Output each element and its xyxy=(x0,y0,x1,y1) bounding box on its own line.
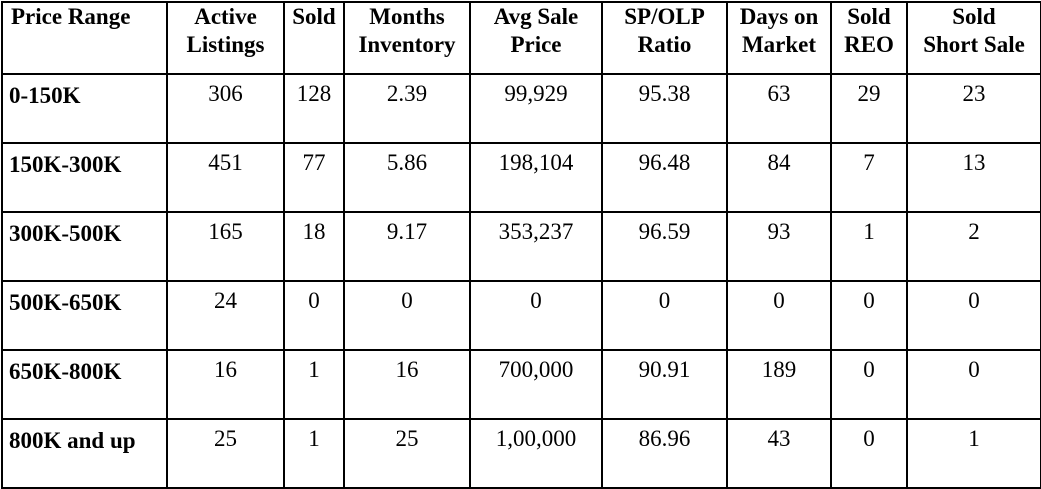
days-on-market-cell: 189 xyxy=(726,349,832,420)
sold-cell: 128 xyxy=(283,73,345,144)
days-on-market-cell: 93 xyxy=(726,211,832,282)
header-price-range: Price Range xyxy=(1,1,168,75)
months-inventory-cell: 16 xyxy=(343,349,471,420)
sp-olp-ratio-cell: 0 xyxy=(601,280,728,351)
header-avg-sale-price: Avg Sale Price xyxy=(469,1,603,75)
sp-olp-ratio-cell: 96.48 xyxy=(601,142,728,213)
table-row: 150K-300K 451 77 5.86 198,104 96.48 84 7… xyxy=(1,142,1041,213)
months-inventory-cell: 5.86 xyxy=(343,142,471,213)
days-on-market-cell: 63 xyxy=(726,73,832,144)
days-on-market-cell: 0 xyxy=(726,280,832,351)
header-active-listings: Active Listings xyxy=(166,1,285,75)
header-sold: Sold xyxy=(283,1,345,75)
avg-sale-price-cell: 353,237 xyxy=(469,211,603,282)
months-inventory-cell: 0 xyxy=(343,280,471,351)
active-listings-cell: 25 xyxy=(166,418,285,489)
days-on-market-cell: 43 xyxy=(726,418,832,489)
sp-olp-ratio-cell: 95.38 xyxy=(601,73,728,144)
price-range-cell: 650K-800K xyxy=(1,349,168,420)
sold-cell: 77 xyxy=(283,142,345,213)
months-inventory-cell: 25 xyxy=(343,418,471,489)
avg-sale-price-cell: 0 xyxy=(469,280,603,351)
table-row: 300K-500K 165 18 9.17 353,237 96.59 93 1… xyxy=(1,211,1041,282)
sold-cell: 18 xyxy=(283,211,345,282)
avg-sale-price-cell: 99,929 xyxy=(469,73,603,144)
avg-sale-price-cell: 700,000 xyxy=(469,349,603,420)
active-listings-cell: 306 xyxy=(166,73,285,144)
sold-short-sale-cell: 23 xyxy=(906,73,1041,144)
sold-reo-cell: 0 xyxy=(830,418,908,489)
sold-cell: 1 xyxy=(283,418,345,489)
table-row: 650K-800K 16 1 16 700,000 90.91 189 0 0 xyxy=(1,349,1041,420)
price-range-cell: 800K and up xyxy=(1,418,168,489)
sold-cell: 0 xyxy=(283,280,345,351)
avg-sale-price-cell: 1,00,000 xyxy=(469,418,603,489)
sold-short-sale-cell: 2 xyxy=(906,211,1041,282)
header-row: Price Range Active Listings Sold Months In… xyxy=(1,1,1041,75)
active-listings-cell: 451 xyxy=(166,142,285,213)
header-sold-reo: Sold REO xyxy=(830,1,908,75)
days-on-market-cell: 84 xyxy=(726,142,832,213)
avg-sale-price-cell: 198,104 xyxy=(469,142,603,213)
sold-short-sale-cell: 0 xyxy=(906,280,1041,351)
header-months-inventory: Months Inventory xyxy=(343,1,471,75)
months-inventory-cell: 9.17 xyxy=(343,211,471,282)
months-inventory-cell: 2.39 xyxy=(343,73,471,144)
sold-reo-cell: 0 xyxy=(830,349,908,420)
table-row: 800K and up 25 1 25 1,00,000 86.96 43 0 … xyxy=(1,418,1041,489)
table-row: 0-150K 306 128 2.39 99,929 95.38 63 29 2… xyxy=(1,73,1041,144)
price-range-cell: 0-150K xyxy=(1,73,168,144)
sp-olp-ratio-cell: 96.59 xyxy=(601,211,728,282)
active-listings-cell: 16 xyxy=(166,349,285,420)
header-sp-olp-ratio: SP/OLP Ratio xyxy=(601,1,728,75)
sold-reo-cell: 0 xyxy=(830,280,908,351)
active-listings-cell: 24 xyxy=(166,280,285,351)
price-range-cell: 500K-650K xyxy=(1,280,168,351)
header-days-on-market: Days on Market xyxy=(726,1,832,75)
header-sold-short-sale: Sold Short Sale xyxy=(906,1,1041,75)
table-row: 500K-650K 24 0 0 0 0 0 0 0 xyxy=(1,280,1041,351)
price-range-cell: 300K-500K xyxy=(1,211,168,282)
sold-cell: 1 xyxy=(283,349,345,420)
sold-reo-cell: 1 xyxy=(830,211,908,282)
sold-reo-cell: 29 xyxy=(830,73,908,144)
sold-short-sale-cell: 0 xyxy=(906,349,1041,420)
price-range-cell: 150K-300K xyxy=(1,142,168,213)
sp-olp-ratio-cell: 86.96 xyxy=(601,418,728,489)
sp-olp-ratio-cell: 90.91 xyxy=(601,349,728,420)
active-listings-cell: 165 xyxy=(166,211,285,282)
sold-short-sale-cell: 13 xyxy=(906,142,1041,213)
sold-reo-cell: 7 xyxy=(830,142,908,213)
sold-short-sale-cell: 1 xyxy=(906,418,1041,489)
